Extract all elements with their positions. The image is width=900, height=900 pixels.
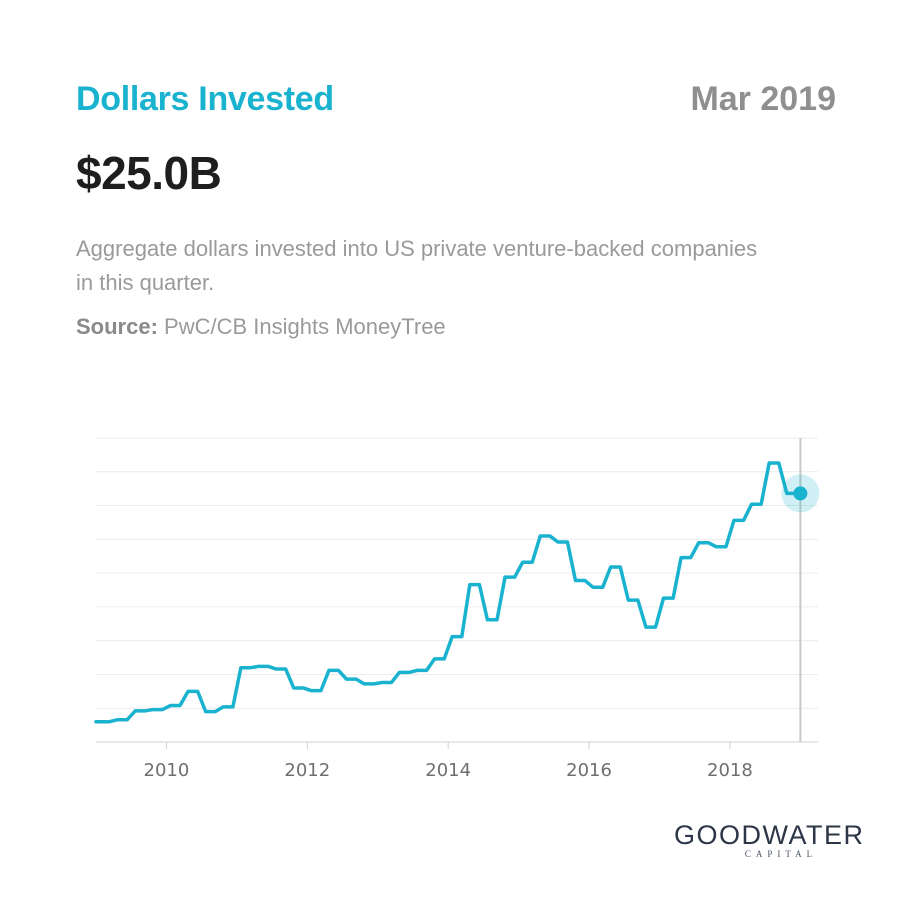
source-line: Source: PwC/CB Insights MoneyTree <box>76 314 446 340</box>
line-chart[interactable]: 2010 2012 2014 2016 2018 <box>0 420 900 800</box>
goodwater-logo: GOODWATER CAPITAL <box>674 820 864 859</box>
highlight-point <box>793 486 808 501</box>
series-line <box>94 461 807 724</box>
x-tick-label: 2018 <box>707 760 753 781</box>
x-tick-label: 2010 <box>144 760 190 781</box>
period-label: Mar 2019 <box>690 80 836 118</box>
metric-value: $25.0B <box>76 147 222 199</box>
metric-description: Aggregate dollars invested into US priva… <box>76 236 758 295</box>
x-tick-label: 2014 <box>425 760 471 781</box>
logo-wordmark: GOODWATER <box>674 820 865 850</box>
x-tick-label: 2012 <box>284 760 330 781</box>
source-text: PwC/CB Insights MoneyTree <box>164 314 446 339</box>
source-label: Source: <box>76 314 158 339</box>
chart-title: Dollars Invested <box>76 80 334 118</box>
logo-subtitle: CAPITAL <box>744 849 818 859</box>
x-tick-label: 2016 <box>566 760 612 781</box>
